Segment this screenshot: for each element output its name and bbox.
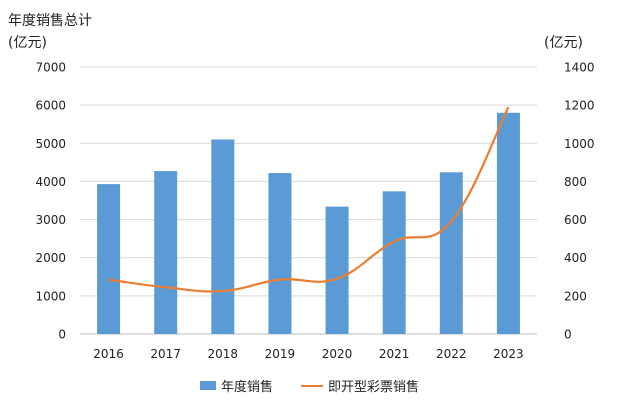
x-tick-label: 2023 xyxy=(493,347,524,361)
bar xyxy=(268,173,292,334)
y-tick-right: 400 xyxy=(564,251,587,265)
legend-swatch-line xyxy=(301,384,323,387)
bar xyxy=(97,184,121,334)
x-tick-label: 2017 xyxy=(150,347,181,361)
y-tick-right: 600 xyxy=(564,213,587,227)
x-tick-label: 2018 xyxy=(208,347,239,361)
legend-label-line: 即开型彩票销售 xyxy=(328,380,420,395)
y-tick-left: 1000 xyxy=(35,289,66,303)
x-tick-label: 2019 xyxy=(265,347,296,361)
y-tick-left: 7000 xyxy=(35,61,66,75)
bar xyxy=(496,112,520,335)
legend-swatch-bar xyxy=(199,381,216,390)
x-tick-label: 2016 xyxy=(93,347,124,361)
y-tick-left: 5000 xyxy=(35,137,66,151)
y-tick-left: 2000 xyxy=(35,251,66,265)
y-tick-left: 3000 xyxy=(35,213,66,227)
bar xyxy=(439,172,463,334)
bar xyxy=(154,171,178,334)
x-tick-label: 2022 xyxy=(436,347,467,361)
legend-item-line: 即开型彩票销售 xyxy=(301,376,419,395)
chart-title: 年度销售总计 xyxy=(8,13,92,29)
y-tick-right: 800 xyxy=(564,175,587,189)
y-tick-right: 1400 xyxy=(564,61,595,75)
series-line xyxy=(108,106,510,293)
y-tick-right: 1200 xyxy=(564,99,595,113)
legend: 年度销售 即开型彩票销售 xyxy=(0,376,619,395)
x-tick-label: 2020 xyxy=(322,347,353,361)
y-axis-left-label: (亿元) xyxy=(8,35,47,51)
y-axis-right-label: (亿元) xyxy=(544,35,583,51)
bar xyxy=(382,191,406,334)
y-tick-left: 6000 xyxy=(35,99,66,113)
y-tick-right: 0 xyxy=(564,328,572,342)
y-tick-left: 4000 xyxy=(35,175,66,189)
bar xyxy=(211,139,235,334)
legend-item-bar: 年度销售 xyxy=(199,376,273,395)
legend-label-bar: 年度销售 xyxy=(220,380,273,395)
bar xyxy=(325,206,349,334)
y-tick-right: 1000 xyxy=(564,137,595,151)
x-tick-label: 2021 xyxy=(379,347,410,361)
y-tick-right: 200 xyxy=(564,289,587,303)
y-tick-left: 0 xyxy=(58,328,66,342)
